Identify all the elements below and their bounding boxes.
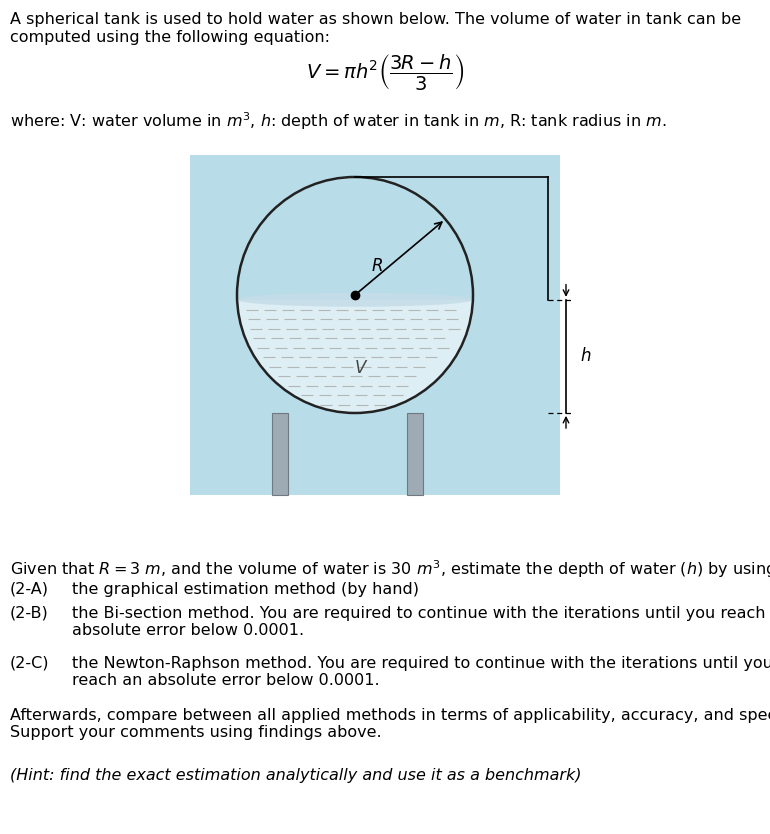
Text: R: R <box>372 257 383 275</box>
Text: the graphical estimation method (by hand): the graphical estimation method (by hand… <box>72 582 419 597</box>
Text: reach an absolute error below 0.0001.: reach an absolute error below 0.0001. <box>72 673 380 688</box>
Text: V: V <box>354 359 366 377</box>
Text: Afterwards, compare between all applied methods in terms of applicability, accur: Afterwards, compare between all applied … <box>10 708 770 723</box>
Text: absolute error below 0.0001.: absolute error below 0.0001. <box>72 623 304 638</box>
Text: (2-B): (2-B) <box>10 606 49 621</box>
Text: A spherical tank is used to hold water as shown below. The volume of water in ta: A spherical tank is used to hold water a… <box>10 12 741 27</box>
Text: (2-A): (2-A) <box>10 582 49 597</box>
Ellipse shape <box>237 293 473 307</box>
Text: (2-C): (2-C) <box>10 656 49 671</box>
Bar <box>190 155 560 495</box>
Text: (Hint: find the exact estimation analytically and use it as a benchmark): (Hint: find the exact estimation analyti… <box>10 768 581 783</box>
Bar <box>407 413 423 495</box>
Text: where: V: water volume in $m^3$, $h$: depth of water in tank in $m$, R: tank rad: where: V: water volume in $m^3$, $h$: de… <box>10 110 667 132</box>
Text: $V = \pi h^2 \left(\dfrac{3R - h}{3}\right)$: $V = \pi h^2 \left(\dfrac{3R - h}{3}\rig… <box>306 52 464 92</box>
Text: h: h <box>580 347 591 365</box>
Text: Support your comments using findings above.: Support your comments using findings abo… <box>10 725 382 740</box>
Polygon shape <box>237 299 473 413</box>
Text: computed using the following equation:: computed using the following equation: <box>10 30 330 45</box>
Text: the Bi-section method. You are required to continue with the iterations until yo: the Bi-section method. You are required … <box>72 606 770 621</box>
Text: Given that $R = 3$ $m$, and the volume of water is 30 $m^3$, estimate the depth : Given that $R = 3$ $m$, and the volume o… <box>10 558 770 580</box>
Text: the Newton-Raphson method. You are required to continue with the iterations unti: the Newton-Raphson method. You are requi… <box>72 656 770 671</box>
Bar <box>272 413 288 495</box>
